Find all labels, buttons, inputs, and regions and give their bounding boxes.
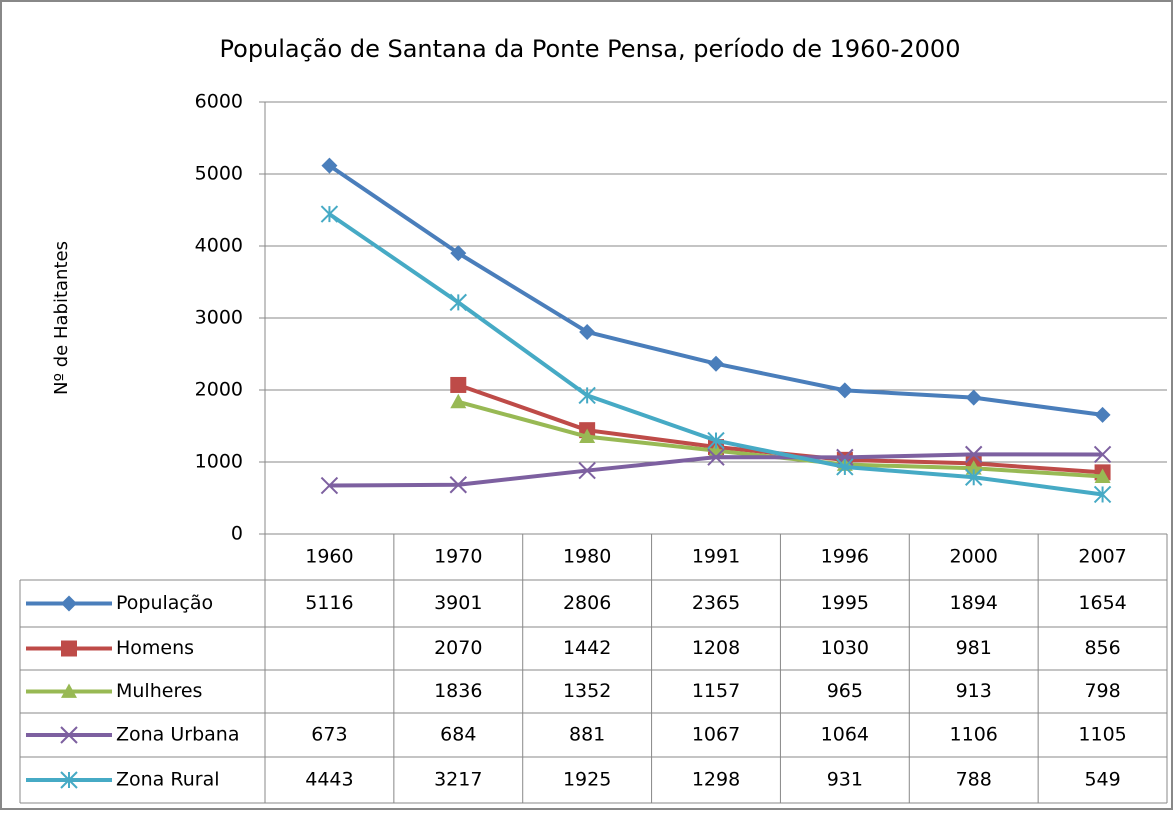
x-tick-label: 1970 [434, 546, 482, 568]
table-value: 1894 [950, 592, 998, 614]
marker [579, 323, 596, 340]
marker [578, 461, 596, 480]
table-value: 798 [1084, 680, 1120, 702]
y-tick-label: 2000 [195, 379, 243, 401]
marker [1094, 406, 1111, 423]
marker [450, 245, 467, 262]
marker [450, 376, 467, 393]
table-value: 931 [827, 769, 863, 791]
legend-label: População [116, 592, 213, 614]
table-value: 1654 [1078, 592, 1126, 614]
y-tick-label: 5000 [195, 163, 243, 185]
table-value: 673 [311, 724, 347, 746]
table-value: 1106 [950, 724, 998, 746]
y-tick-label: 3000 [195, 307, 243, 329]
table-value: 684 [440, 724, 476, 746]
marker [61, 595, 77, 612]
y-tick-label: 4000 [195, 235, 243, 257]
chart-title: População de Santana da Ponte Pensa, per… [220, 35, 961, 63]
marker [578, 386, 596, 405]
marker [965, 445, 983, 464]
table-value: 1442 [563, 637, 611, 659]
table-value: 5116 [305, 592, 353, 614]
legend-label: Mulheres [116, 680, 202, 702]
table-value: 965 [827, 680, 863, 702]
marker [449, 293, 467, 312]
x-tick-label: 2000 [950, 546, 998, 568]
marker [61, 640, 77, 657]
table-value: 1298 [692, 769, 740, 791]
marker [320, 205, 339, 223]
table-value: 3217 [434, 769, 482, 791]
table-value: 1925 [563, 769, 611, 791]
table-value: 1030 [821, 637, 869, 659]
marker [707, 448, 725, 466]
y-tick-label: 0 [231, 523, 243, 545]
marker [320, 476, 339, 495]
table-value: 1995 [821, 592, 869, 614]
y-tick-label: 6000 [195, 91, 243, 113]
marker [965, 460, 982, 475]
marker [707, 431, 725, 450]
table-value: 913 [956, 680, 992, 702]
table-value: 549 [1084, 769, 1120, 791]
marker [836, 458, 854, 476]
y-axis-label: Nº de Habitantes [51, 241, 72, 395]
marker [450, 393, 467, 409]
table-value: 981 [956, 637, 992, 659]
marker [449, 476, 467, 494]
marker [61, 683, 77, 698]
table-value: 1105 [1078, 724, 1126, 746]
marker [965, 389, 982, 406]
marker [321, 157, 338, 174]
marker [965, 468, 983, 486]
x-tick-label: 1996 [821, 546, 869, 568]
table-value: 2070 [434, 637, 482, 659]
legend-label: Zona Rural [116, 769, 220, 791]
marker [1093, 485, 1112, 504]
table-value: 788 [956, 769, 992, 791]
table-value: 1836 [434, 680, 482, 702]
legend-label: Zona Urbana [116, 724, 239, 746]
table-value: 1352 [563, 680, 611, 702]
marker [1094, 468, 1111, 483]
x-tick-label: 1980 [563, 546, 611, 568]
table-value: 1208 [692, 637, 740, 659]
table-value: 856 [1084, 637, 1120, 659]
marker [60, 726, 78, 744]
y-tick-label: 1000 [195, 451, 243, 473]
table-value: 1064 [821, 724, 869, 746]
table-value: 1067 [692, 724, 740, 746]
marker [60, 771, 78, 789]
table-value: 881 [569, 724, 605, 746]
table-value: 4443 [305, 769, 353, 791]
marker [836, 382, 853, 399]
table-value: 2806 [563, 592, 611, 614]
marker [708, 355, 724, 372]
table-value: 2365 [692, 592, 740, 614]
x-tick-label: 1960 [305, 546, 353, 568]
marker [1093, 445, 1112, 464]
x-tick-label: 2007 [1078, 546, 1126, 568]
marker [579, 428, 596, 444]
x-tick-label: 1991 [692, 546, 740, 568]
table-value: 1157 [692, 680, 740, 702]
table-value: 3901 [434, 592, 482, 614]
legend-label: Homens [116, 637, 194, 659]
